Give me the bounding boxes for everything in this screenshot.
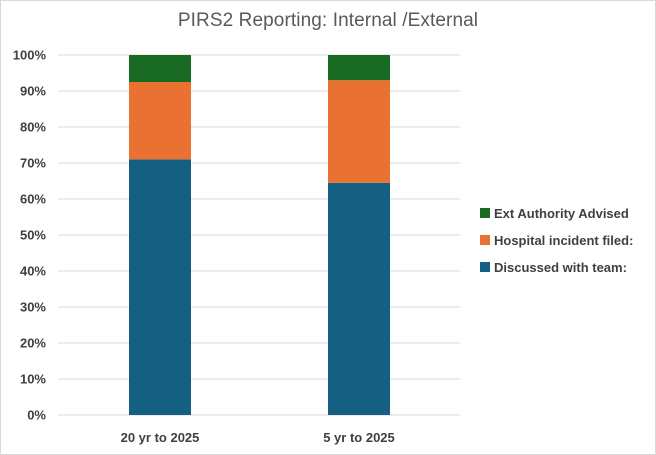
y-tick-label-60: 60% bbox=[20, 192, 46, 207]
bar-0-series-1 bbox=[129, 82, 191, 160]
legend-label-2: Discussed with team: bbox=[494, 260, 627, 275]
legend-label-1: Hospital incident filed: bbox=[494, 233, 633, 248]
legend-label-0: Ext Authority Advised bbox=[494, 206, 629, 221]
y-tick-label-50: 50% bbox=[20, 228, 46, 243]
y-tick-label-80: 80% bbox=[20, 120, 46, 135]
y-tick-label-90: 90% bbox=[20, 84, 46, 99]
y-tick-label-10: 10% bbox=[20, 372, 46, 387]
legend-swatch-0 bbox=[480, 208, 490, 218]
y-tick-label-30: 30% bbox=[20, 300, 46, 315]
bar-1-series-0 bbox=[328, 182, 390, 415]
chart-title: PIRS2 Reporting: Internal /External bbox=[177, 10, 479, 31]
bar-0-series-0 bbox=[129, 159, 191, 415]
x-category-label-1: 5 yr to 2025 bbox=[323, 430, 395, 445]
legend-swatch-1 bbox=[480, 235, 490, 245]
bar-1-series-1 bbox=[328, 80, 390, 183]
y-tick-label-70: 70% bbox=[20, 156, 46, 171]
y-tick-label-40: 40% bbox=[20, 264, 46, 279]
bar-1-series-2 bbox=[328, 55, 390, 81]
y-tick-label-20: 20% bbox=[20, 336, 46, 351]
bar-0-series-2 bbox=[129, 55, 191, 82]
legend-swatch-2 bbox=[480, 262, 490, 272]
y-tick-label-0: 0% bbox=[27, 408, 46, 423]
y-tick-label-100: 100% bbox=[13, 48, 47, 63]
x-category-label-0: 20 yr to 2025 bbox=[121, 430, 200, 445]
